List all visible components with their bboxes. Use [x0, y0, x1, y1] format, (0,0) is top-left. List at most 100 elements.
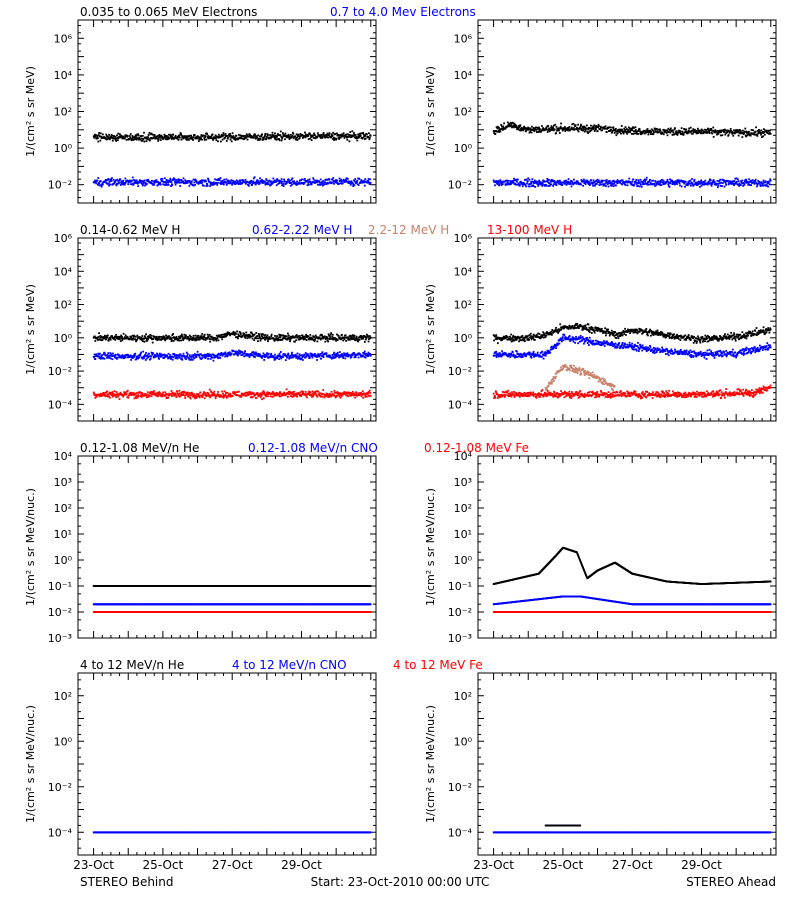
behind-protons-point	[118, 338, 121, 340]
ahead-electrons-point	[494, 184, 496, 187]
ahead-electrons-point	[605, 179, 608, 181]
behind-protons-point	[345, 339, 347, 342]
ahead-electrons-point	[624, 184, 627, 186]
behind-protons-point	[225, 353, 227, 356]
behind-electrons-point	[252, 177, 255, 180]
behind-electrons-point	[367, 178, 370, 180]
behind-electrons-point	[157, 181, 160, 183]
ahead-electrons-point	[724, 180, 727, 183]
behind-electrons-point	[184, 135, 187, 138]
behind-electrons-point	[210, 136, 212, 139]
behind-protons-point	[322, 356, 325, 359]
behind-electrons-point	[226, 137, 229, 140]
behind-electrons-point	[305, 135, 308, 138]
behind-electrons-point	[194, 178, 197, 181]
ahead-electrons-point	[498, 184, 500, 187]
behind-electrons-point	[184, 179, 187, 182]
behind-protons-point	[315, 356, 318, 358]
behind-electrons-point	[256, 181, 259, 184]
ahead-electrons-point	[501, 125, 503, 128]
behind-protons-point	[194, 334, 197, 337]
ahead-electrons-point	[565, 183, 568, 186]
ahead-electrons-point	[716, 182, 718, 185]
ahead-electrons-point	[639, 130, 641, 133]
behind-electrons-point	[353, 133, 356, 136]
behind-electrons-point	[141, 182, 143, 185]
behind-electrons-point	[369, 178, 372, 181]
behind-electrons-point	[257, 179, 259, 182]
ahead-electrons-point	[722, 129, 725, 131]
ahead-electrons-point	[750, 129, 753, 131]
behind-electrons-point	[338, 182, 340, 185]
behind-protons-point	[141, 339, 143, 341]
ahead-electrons-point	[737, 183, 740, 186]
behind-protons-point	[230, 352, 233, 355]
behind-electrons-frame	[77, 19, 377, 204]
behind-electrons-point	[284, 180, 286, 183]
behind-electrons-point	[241, 182, 244, 185]
behind-protons-point	[217, 339, 220, 342]
behind-electrons-point	[155, 180, 158, 183]
behind-protons-point	[209, 340, 212, 343]
behind-electrons-point	[267, 183, 270, 185]
behind-protons-point	[318, 355, 320, 358]
behind-protons-point	[203, 353, 206, 356]
behind-electrons-point	[323, 134, 326, 137]
behind-electrons-point	[235, 134, 238, 137]
behind-electrons-point	[308, 178, 311, 181]
ahead-electrons-point	[528, 183, 530, 186]
behind-electrons-point	[368, 136, 371, 139]
ahead-electrons-point	[639, 133, 642, 136]
behind-protons-point	[279, 334, 282, 336]
ahead-electrons-point	[766, 132, 769, 135]
behind-electrons-point	[340, 134, 343, 137]
behind-electrons-point	[107, 136, 110, 139]
behind-electrons-point	[349, 131, 352, 133]
ahead-electrons-point	[573, 178, 575, 181]
behind-electrons-point	[327, 182, 330, 185]
behind-protons-point	[188, 338, 190, 341]
behind-electrons-point	[269, 137, 272, 140]
behind-protons-point	[273, 339, 276, 342]
behind-electrons-point	[358, 136, 360, 139]
behind-electrons-point	[167, 136, 170, 138]
behind-protons-point	[347, 337, 350, 339]
behind-electrons-point	[237, 137, 240, 140]
ahead-electrons-point	[711, 183, 714, 185]
ahead-electrons-point	[699, 180, 702, 183]
ahead-electrons-point	[706, 182, 708, 185]
behind-protons-point	[178, 339, 181, 342]
behind-electrons-point	[200, 182, 202, 184]
behind-electrons-point	[312, 134, 315, 137]
ahead-electrons-point	[714, 129, 717, 132]
behind-electrons-point	[173, 180, 176, 183]
ahead-electrons-point	[759, 184, 762, 186]
ahead-electrons-point	[672, 129, 674, 132]
ahead-electrons-point	[728, 131, 731, 134]
behind-electrons-point	[108, 133, 110, 136]
behind-electrons-point	[275, 184, 278, 187]
ahead-electrons-point	[567, 127, 570, 130]
ahead-electrons-point	[506, 125, 509, 128]
ahead-electrons-point	[733, 132, 736, 135]
ahead-electrons-point	[521, 127, 524, 130]
behind-protons-point	[109, 352, 112, 355]
behind-electrons-point	[137, 134, 140, 137]
ahead-electrons-point	[615, 180, 618, 183]
behind-protons-point	[145, 351, 147, 354]
behind-electrons-point	[315, 181, 318, 183]
behind-electrons-point	[109, 138, 111, 141]
behind-electrons-point	[230, 136, 233, 139]
behind-protons-point	[250, 354, 253, 357]
behind-protons-point	[259, 339, 262, 342]
behind-protons-point	[187, 336, 190, 339]
behind-electrons-point	[224, 133, 227, 135]
behind-protons-point	[102, 337, 105, 340]
behind-protons-point	[253, 333, 256, 336]
ahead-electrons-point	[733, 182, 736, 185]
behind-protons-point	[279, 351, 282, 353]
behind-protons-point	[166, 355, 169, 358]
behind-electrons-point	[345, 179, 347, 182]
behind-protons-point	[130, 336, 133, 338]
behind-protons-point	[249, 336, 251, 339]
